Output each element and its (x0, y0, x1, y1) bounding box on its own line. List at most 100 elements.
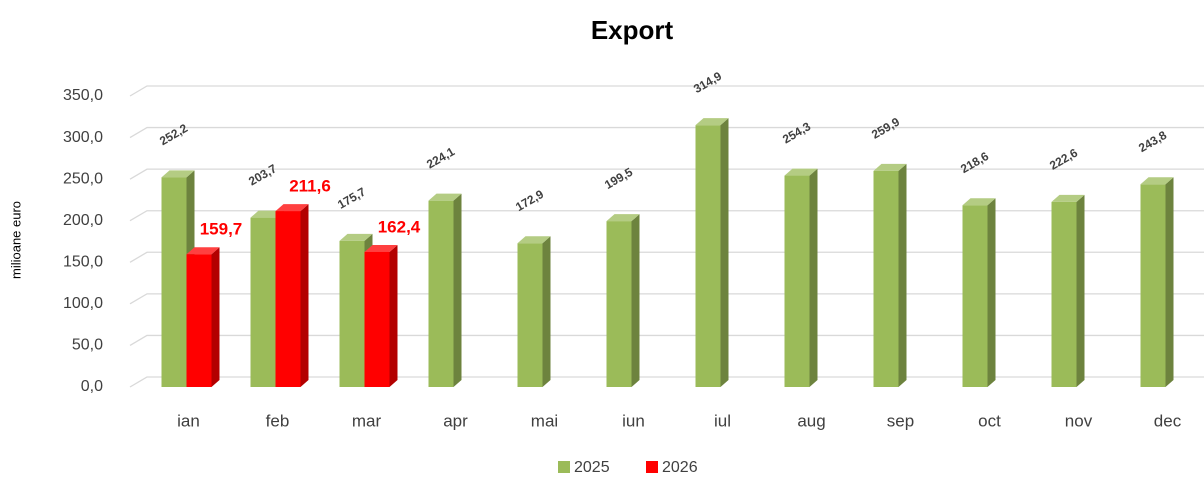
bar-side (987, 198, 996, 387)
bar-top (339, 233, 373, 241)
grid-line (129, 168, 1204, 180)
bar-front (364, 251, 390, 387)
bar-top (517, 236, 551, 244)
grid-line (129, 251, 1204, 263)
legend-swatch (646, 461, 658, 473)
x-tick-label: iun (622, 411, 645, 430)
bar-front (250, 217, 276, 387)
x-tick-label: feb (266, 411, 290, 430)
bar-side (809, 168, 818, 387)
data-label: 254,3 (780, 119, 813, 146)
bar (517, 236, 551, 387)
bar (784, 168, 818, 387)
legend-label: 2026 (662, 459, 698, 476)
bar-front (695, 125, 721, 388)
bar-front (517, 243, 543, 387)
bar-top (250, 210, 284, 218)
bar (364, 244, 398, 387)
x-tick-label: mai (531, 411, 558, 430)
grid-line (129, 210, 1204, 222)
grid-line (129, 85, 1204, 97)
bar-front (339, 240, 365, 387)
data-label: 162,4 (378, 217, 421, 236)
bar-top (962, 198, 996, 206)
data-label: 211,6 (289, 177, 331, 196)
data-label: 218,6 (958, 149, 991, 176)
x-tick-label: apr (443, 411, 468, 430)
x-tick-label: ian (177, 411, 200, 430)
bar-side (389, 244, 398, 387)
bar-front (606, 221, 632, 387)
y-tick-label: 50,0 (72, 337, 103, 354)
bar-top (784, 168, 818, 176)
data-label: 159,7 (200, 220, 243, 239)
bar-top (161, 170, 195, 178)
bar-top (873, 163, 907, 171)
bar-front (784, 175, 810, 387)
data-label: 203,7 (246, 161, 279, 188)
bar-front (1140, 184, 1166, 387)
y-tick-label: 350,0 (63, 87, 103, 104)
grid-line (129, 126, 1204, 139)
bar-top (1140, 177, 1174, 185)
legend-swatch (558, 461, 570, 473)
y-tick-label: 100,0 (63, 295, 103, 312)
bar (606, 214, 640, 387)
bar (873, 163, 907, 387)
data-label: 172,9 (513, 187, 546, 214)
x-tick-label: iul (714, 411, 731, 430)
bar-side (1165, 177, 1174, 387)
bar-top (186, 247, 220, 255)
data-label: 175,7 (335, 184, 368, 211)
bar-front (1051, 201, 1077, 387)
data-label: 259,9 (869, 114, 902, 141)
x-tick-label: oct (978, 411, 1001, 430)
legend-label: 2025 (574, 459, 610, 476)
data-label: 252,2 (157, 121, 190, 148)
bar-top (428, 193, 462, 201)
y-tick-label: 150,0 (63, 254, 103, 271)
bar (1140, 177, 1174, 387)
grid-line (129, 293, 1204, 305)
bar-top (606, 214, 640, 222)
bar-top (1051, 194, 1085, 202)
bar-side (631, 214, 640, 387)
grid-line (129, 376, 1204, 388)
y-tick-label: 200,0 (63, 212, 103, 229)
x-tick-label: dec (1154, 411, 1182, 430)
y-tick-label: 0,0 (81, 378, 103, 395)
chart-title: Export (591, 15, 674, 45)
data-label: 224,1 (424, 144, 457, 171)
bar (962, 198, 996, 387)
bar-front (962, 205, 988, 387)
bar-front (275, 211, 301, 387)
bar (275, 204, 309, 387)
bar-top (695, 118, 729, 126)
bar-top (364, 244, 398, 252)
bar-front (186, 254, 212, 387)
grid-line (129, 334, 1204, 346)
bar (695, 118, 729, 388)
bar (428, 193, 462, 387)
bar-front (161, 177, 187, 387)
bar-side (542, 236, 551, 387)
bar (1051, 194, 1085, 387)
bar-side (898, 163, 907, 387)
bar-front (428, 200, 454, 387)
x-tick-label: aug (797, 411, 825, 430)
bar-side (300, 204, 309, 387)
bar-side (720, 118, 729, 388)
bar-side (453, 193, 462, 387)
x-tick-label: nov (1065, 411, 1093, 430)
bar-front (873, 170, 899, 387)
y-tick-label: 250,0 (63, 170, 103, 187)
data-label: 243,8 (1136, 128, 1169, 155)
bar-side (1076, 194, 1085, 387)
y-axis-label: milioane euro (8, 201, 23, 279)
x-tick-label: sep (887, 411, 914, 430)
x-tick-label: mar (352, 411, 382, 430)
bar (186, 247, 220, 387)
bar-side (211, 247, 220, 387)
data-label: 314,9 (691, 69, 724, 96)
